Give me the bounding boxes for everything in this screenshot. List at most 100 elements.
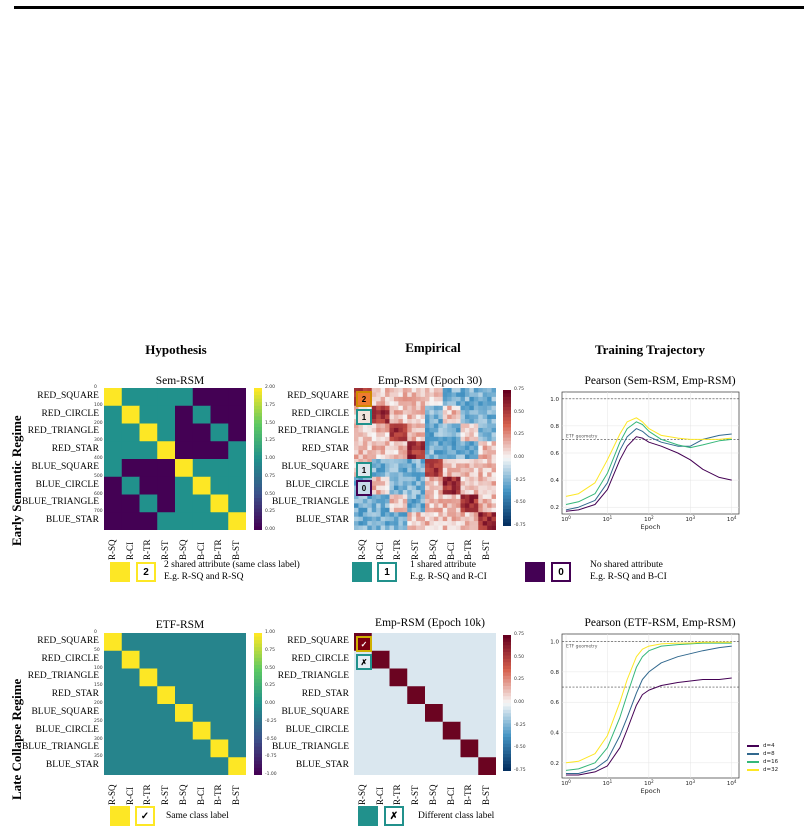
heatmap-cell — [371, 494, 377, 500]
heatmap-cell — [482, 525, 488, 530]
heatmap-cell — [385, 441, 390, 446]
emp30-colorbar-segment — [503, 505, 511, 510]
heatmap-cell — [157, 388, 176, 407]
heatmap-cell — [407, 454, 412, 460]
heatmap-cell — [139, 441, 158, 460]
heatmap-cell — [411, 454, 417, 460]
series-line-d-8 — [565, 428, 732, 511]
heatmap-cell — [407, 432, 412, 438]
heatmap-cell — [175, 704, 194, 723]
heatmap-cell — [451, 441, 457, 446]
heatmap-cell — [438, 405, 444, 411]
emp30-colorbar-segment — [503, 519, 511, 524]
heatmap-cell — [482, 388, 488, 393]
heatmap-cell — [473, 405, 479, 411]
heatmap-cell — [487, 485, 492, 491]
emp30-colorbar-segment — [503, 495, 511, 500]
heatmap-cell — [460, 432, 466, 438]
heatmap-cell — [192, 388, 211, 407]
heatmap-cell — [104, 704, 123, 723]
heatmap-cell — [456, 463, 461, 469]
heatmap-cell — [442, 459, 448, 464]
heatmap-cell — [411, 494, 417, 500]
heatmap-cell — [380, 427, 386, 433]
heatmap-cell — [376, 512, 381, 517]
column-label: R-ST — [410, 540, 421, 560]
heatmap-cell — [433, 454, 439, 460]
heatmap-cell — [442, 498, 448, 504]
heatmap-cell — [487, 401, 492, 407]
heatmap-cell — [438, 445, 444, 451]
heatmap-cell — [416, 525, 421, 530]
heatmap-cell — [491, 503, 496, 509]
heatmap-cell — [402, 467, 408, 473]
heatmap-cell — [371, 481, 377, 486]
heatmap-cell — [371, 419, 377, 424]
sem-colorbar-segment — [254, 423, 262, 428]
heatmap-cell — [420, 459, 426, 464]
emp30-colorbar-segment — [503, 509, 511, 513]
etf-colorbar-segment — [254, 679, 262, 684]
heatmap-cell — [376, 503, 381, 509]
heatmap-cell — [438, 396, 444, 402]
heatmap-cell — [460, 485, 466, 491]
etf-colorbar-segment — [254, 682, 262, 687]
heatmap-cell — [420, 419, 426, 424]
heatmap-cell — [371, 507, 377, 513]
heatmap-cell — [487, 516, 492, 522]
heatmap-cell — [469, 423, 475, 429]
column-label: B-SQ — [177, 784, 188, 805]
heatmap-cell — [393, 525, 399, 530]
heatmap-cell — [407, 472, 412, 478]
emp30-colorbar-segment — [503, 475, 511, 479]
heatmap-cell — [491, 485, 496, 491]
heatmap-cell — [380, 516, 386, 522]
heatmap-cell — [371, 405, 377, 411]
heatmap-cell — [460, 392, 466, 398]
heatmap-cell — [469, 445, 475, 451]
heatmap-cell — [402, 498, 408, 504]
sem-rsm-axis-tick: 300 — [94, 438, 103, 444]
heatmap-cell — [456, 490, 461, 495]
heatmap-cell — [192, 757, 211, 775]
heatmap-cell — [416, 450, 421, 455]
heatmap-cell — [380, 476, 386, 482]
heatmap-cell — [456, 396, 461, 402]
heatmap-cell — [451, 410, 457, 415]
emp10k-colorbar-segment — [503, 692, 511, 697]
heatmap-cell — [389, 405, 395, 411]
emp30-colorbar-segment — [503, 417, 511, 422]
heatmap-cell — [139, 633, 158, 652]
sem-colorbar-segment — [254, 416, 262, 421]
heatmap-cell — [362, 450, 368, 455]
heatmap-cell — [447, 490, 452, 495]
sem-colorbar-segment — [254, 501, 262, 506]
column-label: B-TR — [213, 539, 224, 560]
legend-box-zero: 0 — [551, 562, 571, 582]
sem-colorbar-tick: 0.00 — [265, 527, 276, 532]
sem-colorbar-segment — [254, 462, 262, 467]
heatmap-cell — [376, 388, 381, 393]
column-label: R-CI — [124, 542, 135, 560]
heatmap-cell — [416, 405, 421, 411]
heatmap-cell — [491, 467, 496, 473]
heatmap-cell — [376, 472, 381, 478]
heatmap-cell — [425, 423, 430, 429]
heatmap-cell — [482, 432, 488, 438]
heatmap-cell — [104, 650, 123, 669]
etf-colorbar-segment — [254, 704, 262, 709]
emp30-colorbar-segment — [503, 458, 511, 462]
heatmap-cell — [376, 476, 381, 482]
emp30-colorbar-segment — [503, 461, 511, 466]
emp30-colorbar-segment — [503, 485, 511, 490]
heatmap-cell — [491, 436, 496, 442]
heatmap-cell — [473, 516, 479, 522]
heatmap-cell — [438, 494, 444, 500]
heatmap-cell — [175, 476, 194, 495]
heatmap-cell — [438, 454, 444, 460]
heatmap-cell — [362, 388, 368, 393]
heatmap-cell — [389, 388, 395, 393]
heatmap-cell — [385, 410, 390, 415]
heatmap-cell — [398, 490, 404, 495]
heatmap-cell — [380, 445, 386, 451]
